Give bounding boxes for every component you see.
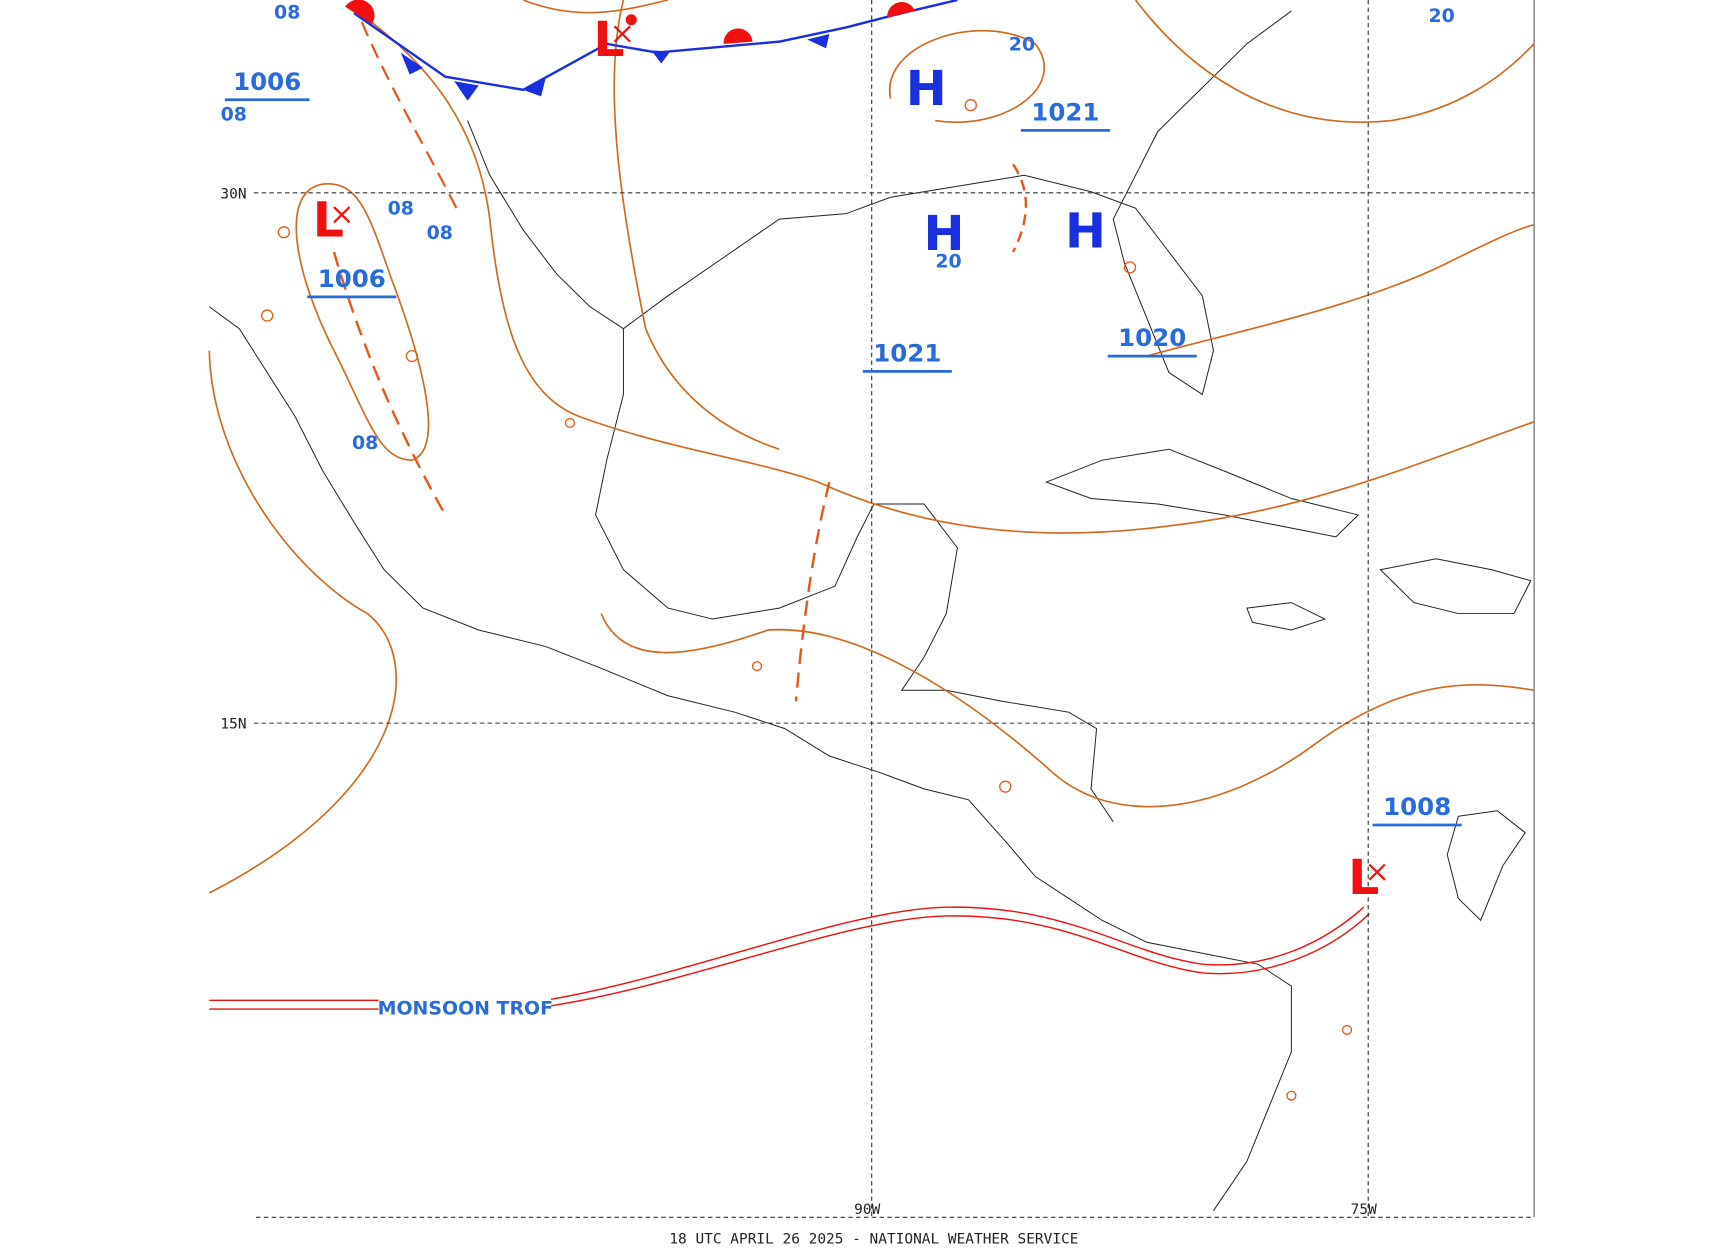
isobar-label: 08 <box>427 223 453 244</box>
warm-barb <box>345 0 375 25</box>
map-layout <box>208 0 1535 1218</box>
high-symbol: H <box>924 206 965 262</box>
isobars <box>208 0 1535 894</box>
isobar <box>208 350 397 894</box>
coastline <box>1045 448 1360 538</box>
pressure-label: 1021 <box>873 339 941 368</box>
cold-barb <box>651 50 671 64</box>
isobar-label: 08 <box>352 433 378 454</box>
coastline <box>1446 810 1526 922</box>
isobar <box>1134 0 1535 123</box>
trough <box>332 251 447 516</box>
isobar-label: 08 <box>388 199 414 220</box>
coastline <box>208 306 1292 1211</box>
pressure-label: 1006 <box>318 264 386 293</box>
station <box>1286 1090 1297 1101</box>
trough-label: MONSOON TROF <box>378 999 553 1020</box>
coastline <box>1379 558 1532 615</box>
coastline <box>467 120 1114 823</box>
isobar <box>613 0 780 450</box>
isobar-label: 08 <box>221 105 247 126</box>
cold-barb <box>454 81 479 101</box>
cold-barb <box>807 33 830 49</box>
cold-barb <box>523 78 546 97</box>
latitude-label: 30N <box>220 186 246 202</box>
station <box>405 349 419 363</box>
station <box>564 417 576 428</box>
stationary-front <box>353 0 958 92</box>
isobar <box>295 183 430 461</box>
isobar <box>355 10 1535 534</box>
isobar <box>888 29 1045 123</box>
station <box>1341 1024 1353 1035</box>
stations <box>260 99 1353 1101</box>
isobar <box>522 0 669 14</box>
high-symbol: H <box>906 62 947 118</box>
trough <box>360 21 458 209</box>
low-cross <box>613 25 631 43</box>
station <box>751 661 763 672</box>
pressure-label: 1008 <box>1383 792 1451 821</box>
isobar <box>600 613 1535 808</box>
cold-barb <box>400 52 424 75</box>
low-cross <box>333 206 351 224</box>
footer: 18 UTC APRIL 26 2025 - NATIONAL WEATHER … <box>669 1232 1078 1248</box>
high-symbol: H <box>1065 204 1106 260</box>
pressure-label: 1021 <box>1031 98 1099 127</box>
low-symbol: L <box>1348 850 1379 906</box>
pressure-label: 1020 <box>1118 323 1186 352</box>
isobar <box>1146 223 1535 357</box>
station <box>1123 261 1137 274</box>
isobar-label: 20 <box>935 251 961 272</box>
trough-line <box>209 906 1365 1002</box>
station <box>999 780 1012 793</box>
warm-barb <box>723 28 753 44</box>
station <box>964 99 978 112</box>
trough <box>794 481 831 702</box>
coastline <box>1246 602 1327 631</box>
warm-barb <box>887 2 916 18</box>
front-barbs <box>400 33 830 101</box>
warm-barbs <box>345 0 916 44</box>
low-symbol: L <box>593 12 624 68</box>
low-symbol: L <box>313 193 344 249</box>
warm-barb <box>625 14 637 26</box>
isobar-label: 08 <box>274 3 300 24</box>
longitude-label: 75W <box>1351 1202 1377 1218</box>
coastline <box>623 10 1292 396</box>
latitude-label: 15N <box>220 717 246 733</box>
trough <box>1011 163 1028 253</box>
isobar-label: 20 <box>1009 35 1035 56</box>
longitude-label: 90W <box>854 1202 880 1218</box>
isobar-label: 20 <box>1429 6 1455 27</box>
isobar-label: 1006 <box>233 67 301 96</box>
station <box>260 309 274 322</box>
station <box>277 226 291 239</box>
monsoon-trough <box>209 906 1370 1010</box>
trough-line <box>209 913 1370 1010</box>
low-cross <box>1368 863 1386 881</box>
